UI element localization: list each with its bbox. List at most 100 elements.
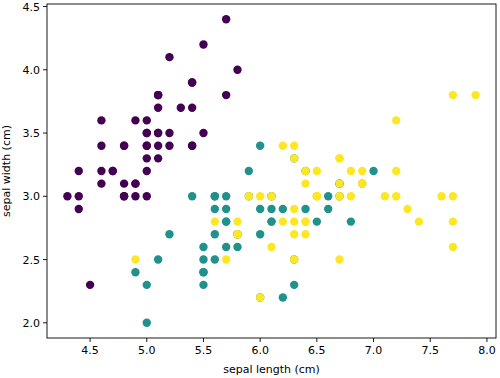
point (471, 91, 479, 99)
point (358, 179, 366, 187)
point (199, 268, 207, 276)
tick-label: 5.5 (195, 344, 213, 357)
chart: 4.55.05.56.06.57.07.58.02.02.53.03.54.04… (0, 0, 500, 378)
point (335, 179, 343, 187)
point (211, 217, 219, 225)
tick (43, 322, 47, 323)
point (120, 192, 128, 200)
point (154, 104, 162, 112)
tick-label: 4.5 (81, 344, 99, 357)
point (222, 192, 230, 200)
point (211, 230, 219, 238)
point (233, 230, 241, 238)
point (233, 230, 241, 238)
point (335, 154, 343, 162)
point (279, 141, 287, 149)
point (86, 281, 94, 289)
point (290, 205, 298, 213)
point (143, 129, 151, 137)
point (245, 192, 253, 200)
point (154, 129, 162, 137)
point (313, 167, 321, 175)
point (97, 179, 105, 187)
point (415, 217, 423, 225)
point (120, 141, 128, 149)
point (154, 129, 162, 137)
point (211, 255, 219, 263)
tick (90, 338, 91, 342)
tick (43, 259, 47, 260)
point (256, 293, 264, 301)
point (143, 116, 151, 124)
point (143, 141, 151, 149)
point (131, 116, 139, 124)
point (154, 141, 162, 149)
point (165, 230, 173, 238)
point (335, 192, 343, 200)
point (211, 205, 219, 213)
point (290, 154, 298, 162)
tick-label: 6.5 (308, 344, 326, 357)
point (290, 255, 298, 263)
point (267, 205, 275, 213)
x-axis-label: sepal length (cm) (223, 363, 320, 376)
point (165, 141, 173, 149)
point (392, 192, 400, 200)
point (188, 104, 196, 112)
point (301, 230, 309, 238)
point (188, 78, 196, 86)
point (97, 141, 105, 149)
point (109, 167, 117, 175)
point (392, 116, 400, 124)
point (279, 217, 287, 225)
point (131, 255, 139, 263)
point (188, 78, 196, 86)
point (256, 192, 264, 200)
point (301, 167, 309, 175)
point (449, 192, 457, 200)
point (335, 154, 343, 162)
point (97, 116, 105, 124)
point (256, 141, 264, 149)
point (199, 255, 207, 263)
point (358, 179, 366, 187)
tick (43, 69, 47, 70)
point (131, 179, 139, 187)
point (233, 66, 241, 74)
point (199, 40, 207, 48)
point (245, 167, 253, 175)
point (347, 192, 355, 200)
point (392, 167, 400, 175)
point (165, 53, 173, 61)
point (290, 230, 298, 238)
point (335, 179, 343, 187)
tick (146, 338, 147, 342)
point (154, 255, 162, 263)
tick-label: 7.0 (365, 344, 383, 357)
point (358, 167, 366, 175)
point (290, 141, 298, 149)
point (199, 268, 207, 276)
point (403, 205, 411, 213)
point (222, 91, 230, 99)
point (154, 154, 162, 162)
point (301, 217, 309, 225)
point (324, 192, 332, 200)
point (233, 230, 241, 238)
point (449, 243, 457, 251)
point (301, 205, 309, 213)
tick (43, 6, 47, 7)
point (75, 167, 83, 175)
point (449, 91, 457, 99)
point (222, 255, 230, 263)
point (313, 192, 321, 200)
point (143, 141, 151, 149)
point (381, 192, 389, 200)
point (279, 293, 287, 301)
tick (373, 338, 374, 342)
tick-label: 5.0 (138, 344, 156, 357)
point (290, 217, 298, 225)
point (120, 192, 128, 200)
point (97, 167, 105, 175)
tick-label: 8.0 (478, 344, 496, 357)
